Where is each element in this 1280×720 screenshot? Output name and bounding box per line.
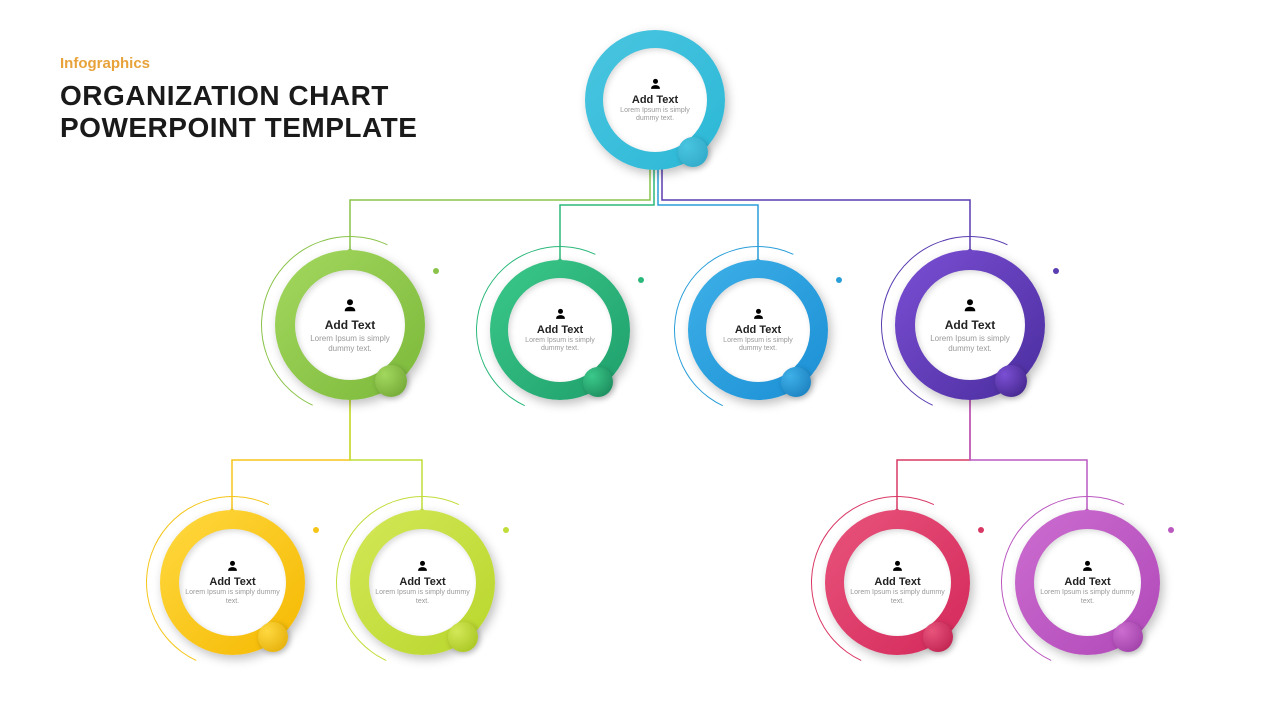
node-title: Add Text bbox=[1064, 576, 1110, 588]
person-icon bbox=[341, 297, 359, 315]
org-node-b1: Add TextLorem Ipsum is simply dummy text… bbox=[160, 510, 305, 655]
node-title: Add Text bbox=[209, 576, 255, 588]
accent-ball bbox=[678, 137, 708, 167]
person-icon bbox=[225, 559, 240, 574]
accent-ball bbox=[375, 365, 407, 397]
node-description: Lorem Ipsum is simply dummy text. bbox=[295, 334, 405, 353]
person-icon bbox=[648, 77, 663, 92]
node-title: Add Text bbox=[945, 318, 995, 332]
header: Infographics ORGANIZATION CHART POWERPOI… bbox=[60, 55, 417, 144]
node-title: Add Text bbox=[537, 324, 583, 336]
accent-ball bbox=[448, 622, 478, 652]
node-description: Lorem Ipsum is simply dummy text. bbox=[369, 589, 476, 606]
person-icon bbox=[961, 297, 979, 315]
accent-ball bbox=[1113, 622, 1143, 652]
title: ORGANIZATION CHART POWERPOINT TEMPLATE bbox=[60, 80, 417, 144]
org-node-b4: Add TextLorem Ipsum is simply dummy text… bbox=[1015, 510, 1160, 655]
node-description: Lorem Ipsum is simply dummy text. bbox=[706, 337, 810, 354]
person-icon bbox=[553, 307, 568, 322]
node-title: Add Text bbox=[632, 94, 678, 106]
node-description: Lorem Ipsum is simply dummy text. bbox=[1034, 589, 1141, 606]
accent-ball bbox=[258, 622, 288, 652]
accent-ball bbox=[995, 365, 1027, 397]
person-icon bbox=[415, 559, 430, 574]
person-icon bbox=[1080, 559, 1095, 574]
person-icon bbox=[751, 307, 766, 322]
org-node-b2: Add TextLorem Ipsum is simply dummy text… bbox=[350, 510, 495, 655]
node-description: Lorem Ipsum is simply dummy text. bbox=[603, 107, 707, 124]
node-description: Lorem Ipsum is simply dummy text. bbox=[844, 589, 951, 606]
org-node-b3: Add TextLorem Ipsum is simply dummy text… bbox=[825, 510, 970, 655]
org-node-m4: Add Text Lorem Ipsum is simply dummy text… bbox=[895, 250, 1045, 400]
accent-ball bbox=[923, 622, 953, 652]
node-description: Lorem Ipsum is simply dummy text. bbox=[179, 589, 286, 606]
node-title: Add Text bbox=[399, 576, 445, 588]
org-node-m3: Add TextLorem Ipsum is simply dummy text… bbox=[688, 260, 828, 400]
node-title: Add Text bbox=[325, 318, 375, 332]
subtitle: Infographics bbox=[60, 55, 417, 72]
node-description: Lorem Ipsum is simply dummy text. bbox=[915, 334, 1025, 353]
node-description: Lorem Ipsum is simply dummy text. bbox=[508, 337, 612, 354]
person-icon bbox=[890, 559, 905, 574]
node-title: Add Text bbox=[735, 324, 781, 336]
node-title: Add Text bbox=[874, 576, 920, 588]
org-node-m1: Add Text Lorem Ipsum is simply dummy text… bbox=[275, 250, 425, 400]
org-node-root: Add TextLorem Ipsum is simply dummy text… bbox=[585, 30, 725, 170]
org-node-m2: Add TextLorem Ipsum is simply dummy text… bbox=[490, 260, 630, 400]
